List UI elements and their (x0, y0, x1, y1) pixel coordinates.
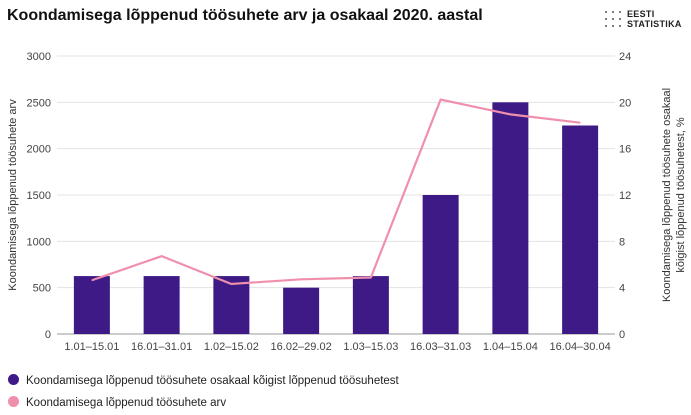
logo-dots-icon (605, 11, 623, 29)
bar-series (73, 102, 599, 334)
legend-line-swatch (8, 396, 19, 407)
bar (562, 125, 599, 334)
legend-label-share: Koondamisega lõppenud töösuhete osakaal … (26, 375, 399, 387)
left-tick-label: 1000 (27, 236, 51, 248)
line-point (300, 278, 302, 280)
x-axis-ticks: 1.01–15.01 16.01–31.01 1.02–15.02 16.02–29.… (64, 341, 610, 353)
right-tick-label: 12 (619, 190, 631, 202)
bar (352, 276, 389, 334)
right-tick-label: 24 (619, 51, 631, 63)
line-point (579, 122, 581, 124)
gridlines (57, 55, 615, 335)
line-point (230, 283, 232, 285)
line-series (91, 98, 581, 286)
chart-title: Koondamisega lõppenud töösuhete arv ja o… (7, 7, 483, 24)
legend-item-count: Koondamisega lõppenud töösuhete arv (8, 396, 226, 409)
legend-label-count: Koondamisega lõppenud töösuhete arv (26, 397, 227, 409)
bar (492, 102, 529, 334)
legend-item-share: Koondamisega lõppenud töösuhete osakaal … (8, 374, 399, 387)
x-tick-label: 16.01–31.01 (131, 341, 192, 353)
logo-line-2: STATISTIKA (627, 19, 682, 29)
bar (213, 276, 250, 334)
right-tick-label: 20 (619, 97, 631, 109)
left-axis-ticks: 0 500 1000 1500 2000 2500 3000 (27, 51, 51, 341)
right-axis-label-line-2: kõigist lõppenud töösuhetest, % (675, 117, 687, 273)
x-tick-label: 1.04–15.04 (483, 341, 538, 353)
x-tick-label: 1.02–15.02 (204, 341, 259, 353)
x-tick-label: 16.03–31.03 (410, 341, 471, 353)
x-tick-label: 1.03–15.03 (343, 341, 398, 353)
eesti-statistika-logo: EESTI STATISTIKA (605, 9, 685, 33)
x-tick-label: 16.04–30.04 (550, 341, 611, 353)
bar (143, 276, 180, 334)
right-tick-label: 4 (619, 283, 625, 295)
right-axis-label-line-1: Koondamisega lõppenud töösuhete osakaal (661, 88, 673, 302)
right-tick-label: 16 (619, 144, 631, 156)
logo-line-1: EESTI (627, 9, 655, 19)
series-line (91, 98, 581, 286)
legend-bar-swatch (8, 374, 19, 385)
line-point (509, 113, 511, 115)
left-tick-label: 1500 (27, 190, 51, 202)
bar (283, 287, 320, 334)
left-tick-label: 2000 (27, 144, 51, 156)
right-tick-label: 0 (619, 329, 625, 341)
line-point (161, 255, 163, 257)
left-tick-label: 0 (45, 329, 51, 341)
line-point (91, 279, 93, 281)
line-point (370, 276, 372, 278)
line-point (440, 99, 442, 101)
right-axis-ticks: 0 4 8 12 16 20 24 (619, 51, 631, 341)
bar (422, 195, 459, 334)
bar (73, 276, 110, 334)
x-tick-label: 16.02–29.02 (271, 341, 332, 353)
x-tick-label: 1.01–15.01 (64, 341, 119, 353)
left-axis-label: Koondamisega lõppenud töösuhete arv (7, 99, 19, 291)
right-tick-label: 8 (619, 236, 625, 248)
left-tick-label: 500 (33, 283, 51, 295)
left-tick-label: 3000 (27, 51, 51, 63)
left-tick-label: 2500 (27, 97, 51, 109)
